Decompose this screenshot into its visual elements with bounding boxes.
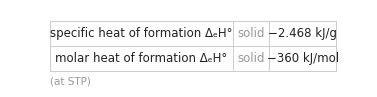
Text: molar heat of formation ΔₑH°: molar heat of formation ΔₑH°: [55, 52, 227, 65]
Text: solid: solid: [237, 52, 265, 65]
Text: solid: solid: [237, 27, 265, 40]
Text: −2.468 kJ/g: −2.468 kJ/g: [268, 27, 337, 40]
Text: −360 kJ/mol: −360 kJ/mol: [267, 52, 339, 65]
Text: specific heat of formation ΔₑH°: specific heat of formation ΔₑH°: [50, 27, 233, 40]
Text: (at STP): (at STP): [50, 76, 91, 86]
